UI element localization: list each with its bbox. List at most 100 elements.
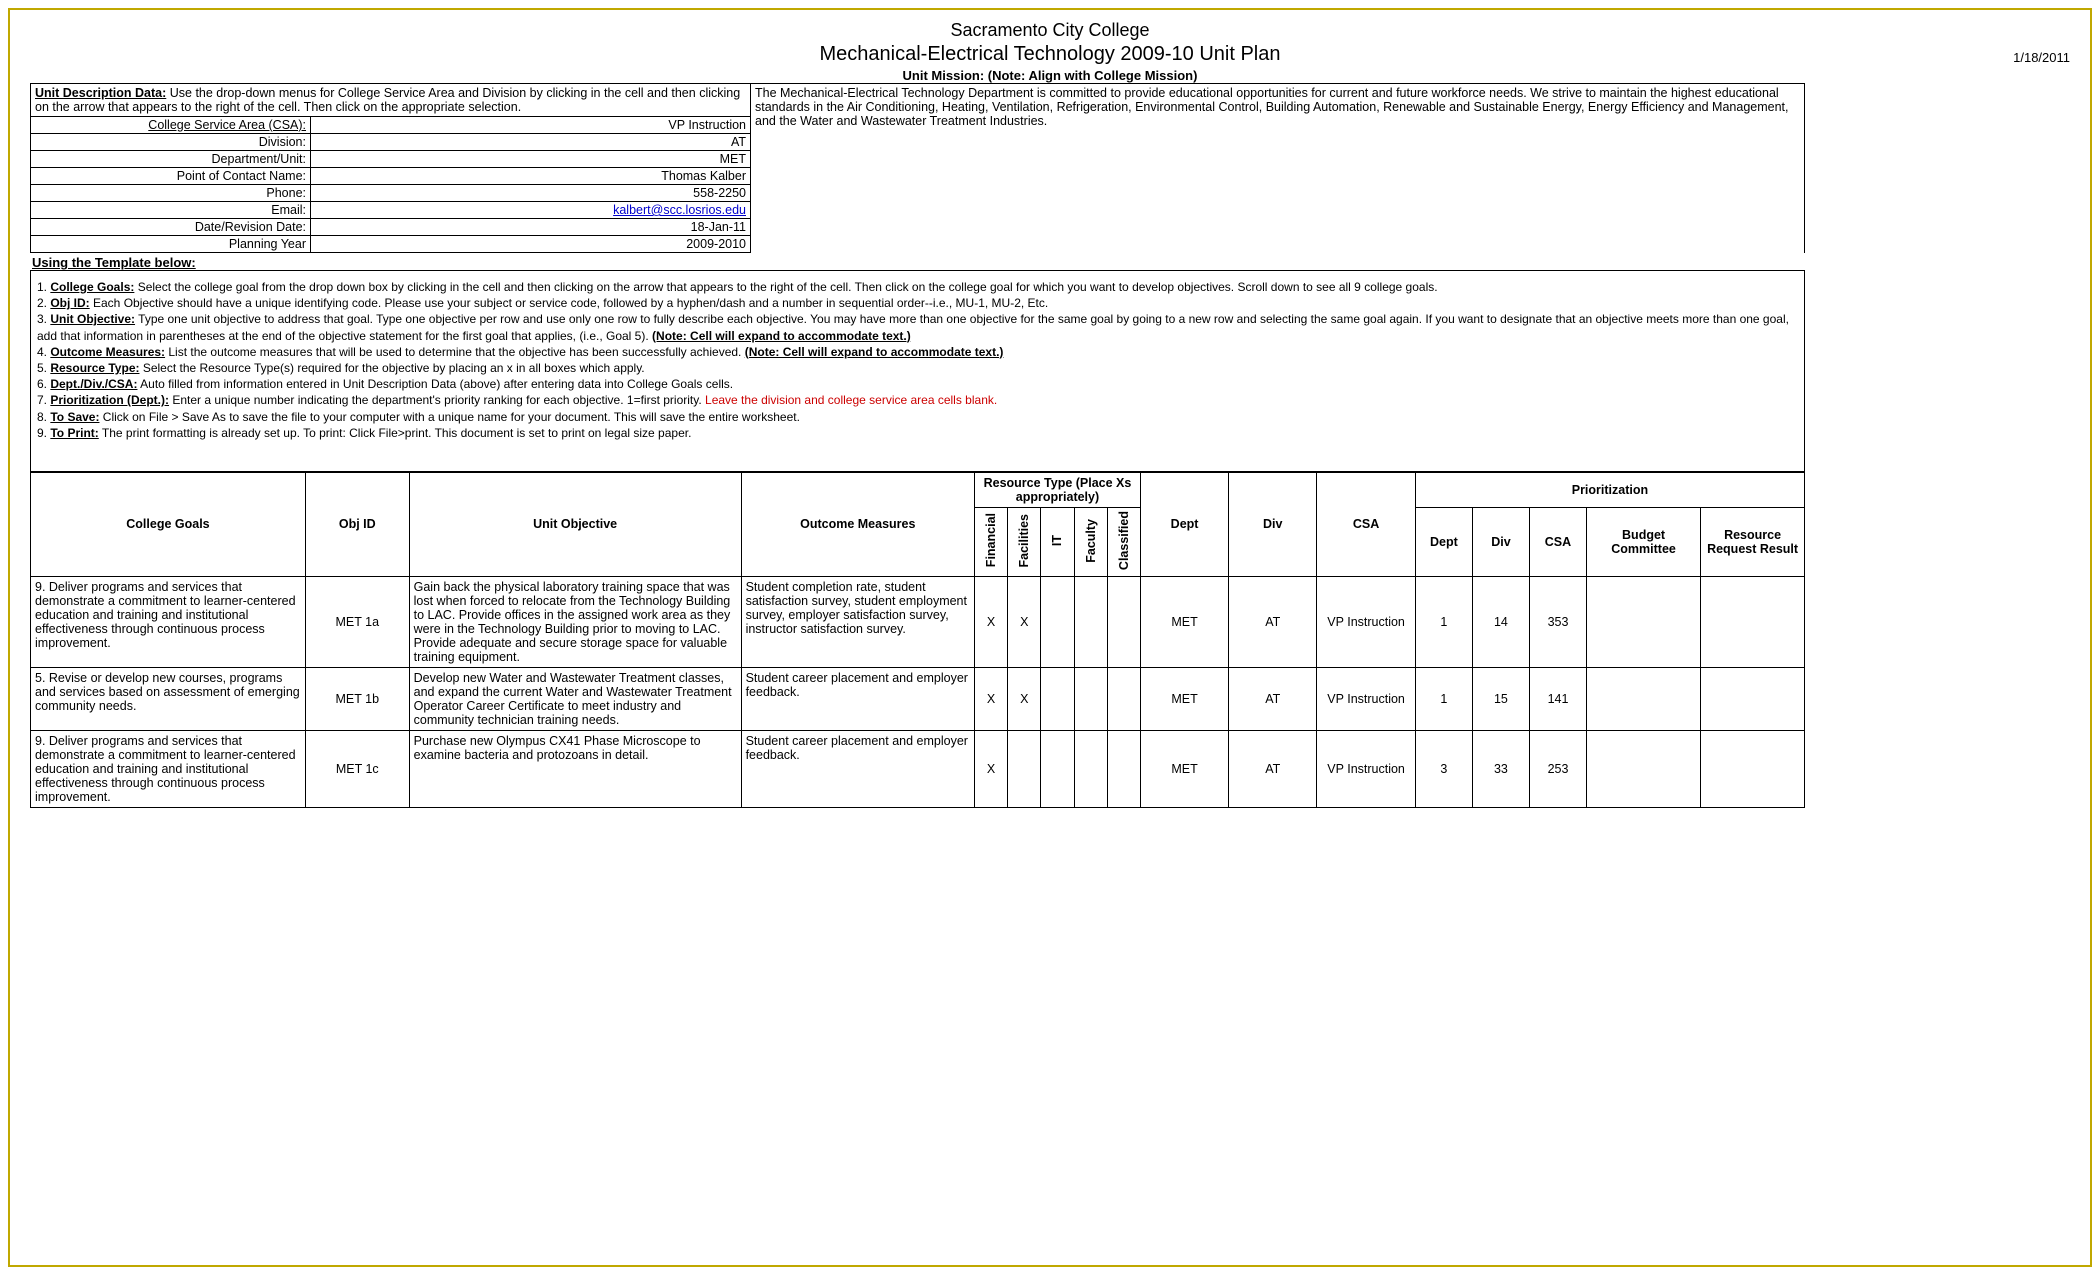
table-cell: 1 [1415,576,1472,667]
table-cell: MET [1140,730,1228,807]
table-cell [1074,667,1107,730]
kv-row: Division:AT [30,134,750,151]
col-obj-id: Obj ID [305,472,409,576]
table-cell [1107,730,1140,807]
col-unit-objective: Unit Objective [409,472,741,576]
table-cell: 15 [1472,667,1529,730]
institution-title: Sacramento City College [30,20,2070,41]
table-cell: 1 [1415,667,1472,730]
kv-label: Email: [31,202,311,218]
col-college-goals: College Goals [31,472,306,576]
table-cell: 141 [1529,667,1586,730]
kv-value: Thomas Kalber [311,168,750,184]
group-prioritization: Prioritization [1415,472,1804,507]
table-cell: AT [1229,576,1317,667]
instruction-line: 6. Dept./Div./CSA: Auto filled from info… [37,376,1798,392]
instruction-line: 9. To Print: The print formatting is alr… [37,425,1798,441]
col-rt-financial: Financial [974,507,1007,576]
table-cell [1074,576,1107,667]
objectives-table: College Goals Obj ID Unit Objective Outc… [30,472,1805,808]
table-row: 9. Deliver programs and services that de… [31,730,1805,807]
kv-value: VP Instruction [311,117,750,133]
group-resource-type: Resource Type (Place Xs appropriately) [974,472,1140,507]
using-template-label: Using the Template below: [30,253,2070,270]
description-column: Unit Description Data: Use the drop-down… [30,84,750,253]
instruction-line: 1. College Goals: Select the college goa… [37,279,1798,295]
mission-text: The Mechanical-Electrical Technology Dep… [750,84,1805,253]
table-cell: 353 [1529,576,1586,667]
table-cell: X [974,667,1007,730]
col-p-dept: Dept [1415,507,1472,576]
table-cell: Student career placement and employer fe… [741,730,974,807]
col-outcome-measures: Outcome Measures [741,472,974,576]
col-div: Div [1229,472,1317,576]
table-cell: X [974,730,1007,807]
kv-row: Department/Unit:MET [30,151,750,168]
table-cell: Gain back the physical laboratory traini… [409,576,741,667]
table-cell: MET [1140,667,1228,730]
col-p-div: Div [1472,507,1529,576]
instruction-line: 8. To Save: Click on File > Save As to s… [37,409,1798,425]
kv-value: 2009-2010 [311,236,750,252]
table-cell: VP Instruction [1317,576,1416,667]
document-content: Sacramento City College Mechanical-Elect… [30,20,2070,808]
table-cell [1701,667,1805,730]
table-cell: AT [1229,667,1317,730]
table-cell: 9. Deliver programs and services that de… [31,576,306,667]
table-cell: 9. Deliver programs and services that de… [31,730,306,807]
instruction-line: 7. Prioritization (Dept.): Enter a uniqu… [37,392,1798,408]
col-rt-facilities: Facilities [1008,507,1041,576]
table-cell: 14 [1472,576,1529,667]
kv-value: 558-2250 [311,185,750,201]
table-cell: Purchase new Olympus CX41 Phase Microsco… [409,730,741,807]
table-cell [1041,576,1074,667]
col-rt-it: IT [1041,507,1074,576]
kv-label: Planning Year [31,236,311,252]
print-date: 1/18/2011 [2013,50,2070,65]
kv-row: Planning Year2009-2010 [30,236,750,253]
description-intro-label: Unit Description Data: [35,86,166,100]
kv-value: AT [311,134,750,150]
description-intro: Unit Description Data: Use the drop-down… [30,84,750,117]
table-cell: 3 [1415,730,1472,807]
kv-label: Point of Contact Name: [31,168,311,184]
table-cell [1701,730,1805,807]
header: Sacramento City College Mechanical-Elect… [30,20,2070,83]
instruction-line: 3. Unit Objective: Type one unit objecti… [37,311,1798,343]
kv-value-link[interactable]: kalbert@scc.losrios.edu [311,202,750,218]
table-cell: AT [1229,730,1317,807]
kv-value: MET [311,151,750,167]
table-row: 5. Revise or develop new courses, progra… [31,667,1805,730]
table-cell: X [974,576,1007,667]
kv-value: 18-Jan-11 [311,219,750,235]
table-cell: 33 [1472,730,1529,807]
col-rt-faculty: Faculty [1074,507,1107,576]
kv-row: Phone:558-2250 [30,185,750,202]
kv-label: Phone: [31,185,311,201]
table-cell [1701,576,1805,667]
kv-label: College Service Area (CSA): [31,117,311,133]
table-cell [1587,667,1701,730]
kv-row: College Service Area (CSA):VP Instructio… [30,117,750,134]
table-row: 9. Deliver programs and services that de… [31,576,1805,667]
table-cell: MET [1140,576,1228,667]
table-cell: 253 [1529,730,1586,807]
table-cell: VP Instruction [1317,667,1416,730]
instruction-line: 2. Obj ID: Each Objective should have a … [37,295,1798,311]
kv-label: Division: [31,134,311,150]
table-cell [1041,667,1074,730]
kv-row: Point of Contact Name:Thomas Kalber [30,168,750,185]
table-cell [1587,730,1701,807]
col-result: Resource Request Result [1701,507,1805,576]
mission-label: Unit Mission: (Note: Align with College … [30,68,2070,83]
table-cell [1107,576,1140,667]
table-cell [1107,667,1140,730]
kv-row: Date/Revision Date:18-Jan-11 [30,219,750,236]
table-cell: 5. Revise or develop new courses, progra… [31,667,306,730]
col-rt-classified: Classified [1107,507,1140,576]
plan-title: Mechanical-Electrical Technology 2009-10… [30,43,2070,66]
table-cell: Student career placement and employer fe… [741,667,974,730]
table-cell [1587,576,1701,667]
table-cell: MET 1b [305,667,409,730]
table-cell: X [1008,576,1041,667]
